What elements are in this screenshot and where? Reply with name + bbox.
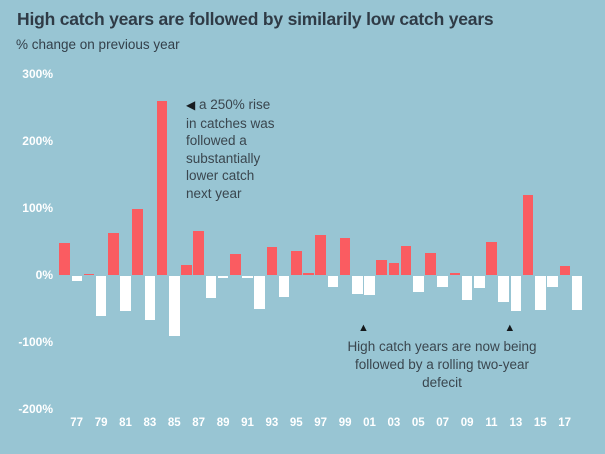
x-axis-label-97: 97 xyxy=(314,417,328,429)
bar-1995 xyxy=(291,250,302,275)
bar-1987 xyxy=(193,231,204,275)
bar-1992 xyxy=(254,276,265,309)
bar-1993 xyxy=(266,246,278,275)
y-axis-label--200: -200% xyxy=(18,402,53,416)
y-axis-label--100: -100% xyxy=(18,335,53,349)
bar-1983 xyxy=(144,276,156,320)
bar-1982 xyxy=(132,209,143,275)
bar-1984 xyxy=(156,100,168,275)
bar-1999 xyxy=(339,238,351,276)
bar-1997 xyxy=(315,234,326,275)
x-axis-label-17: 17 xyxy=(558,417,572,429)
annotation-line: High catch years are now being xyxy=(347,339,537,354)
page-title: High catch years are followed by similar… xyxy=(17,9,494,29)
bar-2003 xyxy=(388,262,400,275)
x-axis-label-87: 87 xyxy=(192,417,206,429)
bar-2000 xyxy=(352,276,363,295)
x-axis-label-77: 77 xyxy=(70,417,84,429)
bar-2010 xyxy=(474,276,485,289)
left-triangle-icon: ◀ xyxy=(186,98,196,112)
annotation-line: ◀ a 250% rise xyxy=(186,96,275,115)
annotation-line: in catches was xyxy=(186,115,275,131)
bar-1990 xyxy=(230,253,241,275)
y-axis-label-200: 200% xyxy=(22,134,53,148)
x-axis-label-15: 15 xyxy=(533,417,547,429)
bar-2004 xyxy=(400,246,412,275)
x-axis-label-01: 01 xyxy=(363,417,376,429)
x-axis-label-93: 93 xyxy=(265,417,279,429)
x-axis-label-99: 99 xyxy=(338,417,352,429)
x-axis-label-79: 79 xyxy=(94,417,108,429)
annotation-line: lower catch xyxy=(186,168,255,184)
bar-1986 xyxy=(181,264,192,275)
bar-1978 xyxy=(83,273,95,275)
up-triangle-marker-2: ▲ xyxy=(504,322,516,334)
bar-2015 xyxy=(535,276,546,310)
annotation-line: substantially xyxy=(186,150,261,166)
bar-1994 xyxy=(278,276,290,298)
annotation-line: followed a xyxy=(186,133,247,149)
x-axis-label-89: 89 xyxy=(216,417,230,429)
y-axis-label-100: 100% xyxy=(22,201,53,215)
bar-2001 xyxy=(364,276,375,296)
bar-1980 xyxy=(108,232,119,275)
bar-2014 xyxy=(522,194,534,275)
bar-2017 xyxy=(559,266,570,275)
annotation-text: a 250% rise xyxy=(199,97,271,112)
bar-2016 xyxy=(547,276,558,288)
x-axis-label-03: 03 xyxy=(387,417,401,429)
bar-1981 xyxy=(120,276,131,311)
y-axis-label-300: 300% xyxy=(22,67,53,81)
annotation-line: next year xyxy=(186,185,242,201)
bar-2006 xyxy=(425,252,436,275)
bar-1976 xyxy=(59,242,70,275)
bar-1988 xyxy=(205,276,217,299)
x-axis-label-85: 85 xyxy=(167,417,181,429)
bar-2013 xyxy=(510,276,522,311)
x-axis-label-11: 11 xyxy=(485,417,498,429)
bar-2012 xyxy=(498,276,509,302)
y-axis-label-0: 0% xyxy=(35,268,53,282)
up-triangle-marker-1: ▲ xyxy=(357,322,369,334)
bar-2008 xyxy=(449,273,461,275)
bar-1985 xyxy=(169,276,180,337)
bar-1991 xyxy=(242,276,253,278)
bar-2002 xyxy=(376,259,387,275)
annotation-line: followed by a rolling two-year xyxy=(354,357,530,372)
bar-1996 xyxy=(303,273,314,275)
x-axis-label-83: 83 xyxy=(143,417,157,429)
bar-2007 xyxy=(437,276,448,287)
page-subtitle: % change on previous year xyxy=(16,37,180,52)
bar-2011 xyxy=(486,241,497,275)
bar-1979 xyxy=(95,276,107,317)
x-axis-label-95: 95 xyxy=(289,417,303,429)
x-axis-label-05: 05 xyxy=(411,417,425,429)
bar-2009 xyxy=(461,276,473,300)
bar-2005 xyxy=(413,276,424,293)
x-axis-label-13: 13 xyxy=(509,417,523,429)
bar-2018 xyxy=(571,276,583,310)
x-axis-label-91: 91 xyxy=(241,417,254,429)
x-axis-label-07: 07 xyxy=(436,417,450,429)
annotation-rolling-deficit: High catch years are now being followed … xyxy=(312,338,572,392)
bar-1989 xyxy=(217,276,229,278)
x-axis-label-09: 09 xyxy=(460,417,474,429)
x-axis-label-81: 81 xyxy=(119,417,132,429)
annotation-line: defecit xyxy=(422,375,462,390)
bar-1998 xyxy=(327,276,339,287)
bar-1977 xyxy=(71,276,82,281)
annotation-250-rise: ◀ a 250% rise in catches was followed a … xyxy=(186,96,275,203)
